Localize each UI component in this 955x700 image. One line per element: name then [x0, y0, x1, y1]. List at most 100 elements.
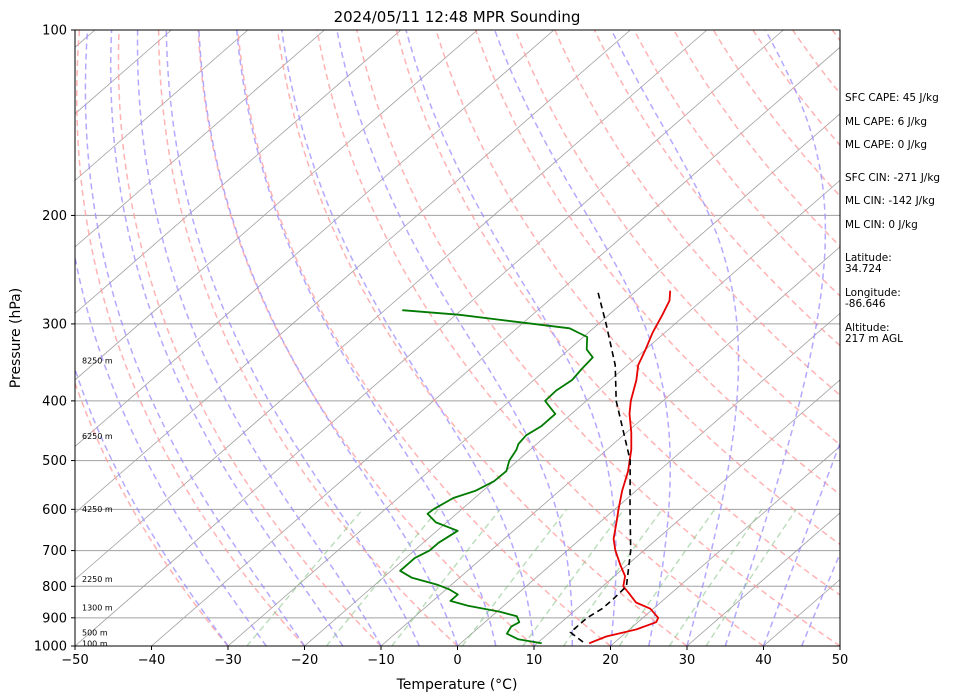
moist-adiabat [724, 30, 827, 646]
y-tick-label: 1000 [34, 640, 67, 655]
dry-adiabat [435, 30, 840, 546]
dry-adiabat [673, 30, 840, 248]
height-label: 500 m [82, 628, 108, 637]
isotherm-line [75, 30, 402, 314]
x-tick-label: −50 [61, 653, 88, 668]
moist-adiabat [109, 30, 344, 646]
ml-cape-text-2: ML CAPE: 0 J/kg [845, 139, 928, 151]
isotherm-line [75, 30, 325, 248]
x-axis-label: Temperature (°C) [396, 677, 518, 693]
dry-adiabat [197, 30, 535, 646]
x-tick-label: 50 [832, 653, 849, 668]
y-tick-label: 300 [42, 317, 67, 332]
isotherm-line [151, 46, 840, 646]
sfc-cape-text: SFC CAPE: 45 J/kg [845, 92, 939, 104]
y-tick-label: 900 [42, 611, 67, 626]
dry-adiabat [593, 30, 840, 347]
height-label: 1300 m [82, 604, 113, 613]
isotherm-line [75, 30, 172, 115]
latitude-label: Latitude: [845, 252, 892, 264]
isotherm-line [304, 179, 840, 646]
x-tick-label: −10 [367, 653, 394, 668]
dry-adiabat [117, 30, 382, 646]
x-tick-label: 0 [453, 653, 461, 668]
moist-adiabat [75, 253, 267, 646]
ml-cape-text: ML CAPE: 6 J/kg [845, 116, 928, 128]
height-label: 2250 m [82, 575, 113, 584]
sounding-traces [399, 290, 672, 645]
isotherm-line [610, 445, 840, 646]
moist-adiabat [762, 441, 840, 646]
dry-adiabat [356, 30, 840, 646]
x-tick-label: 40 [755, 653, 772, 668]
height-label: 4250 m [82, 505, 113, 514]
y-tick-label: 200 [42, 209, 67, 224]
y-tick-label: 700 [42, 544, 67, 559]
y-tick-label: 600 [42, 503, 67, 518]
isotherm-line [75, 30, 784, 646]
height-label: 100 m [82, 639, 108, 648]
moist-adiabat [165, 30, 420, 646]
isotherm-line [227, 113, 840, 646]
isotherm-line [75, 30, 478, 381]
y-axis-ticks: 100 200 300 400 500 600 700 800 900 1000 [34, 24, 75, 655]
dry-adiabat [75, 30, 306, 646]
moist-adiabat [75, 366, 229, 646]
background-lines [75, 30, 840, 646]
moist-adiabat [84, 30, 306, 646]
latitude-value: 34.724 [845, 263, 882, 275]
y-tick-label: 500 [42, 454, 67, 469]
dry-adiabat [237, 30, 611, 646]
chart-title: 2024/05/11 12:48 MPR Sounding [334, 8, 581, 26]
y-tick-label: 100 [42, 24, 67, 39]
x-tick-label: −40 [138, 653, 165, 668]
moist-adiabat [405, 30, 617, 646]
isotherm-line [75, 30, 708, 581]
dry-adiabat [316, 30, 764, 646]
moist-adiabat [136, 30, 382, 646]
ml-cin-text-2: ML CIN: 0 J/kg [845, 219, 918, 231]
isotherm-line [75, 30, 631, 514]
x-tick-label: 20 [602, 653, 619, 668]
y-tick-label: 800 [42, 580, 67, 595]
isotherm-line [686, 512, 840, 646]
mixing-ratio-line [461, 508, 568, 646]
ml-cin-text: ML CIN: -142 J/kg [845, 195, 935, 207]
mixing-ratio-line [668, 508, 763, 646]
y-tick-label: 400 [42, 394, 67, 409]
longitude-label: Longitude: [845, 287, 901, 299]
x-tick-label: 10 [526, 653, 543, 668]
mixing-ratio-line [618, 508, 716, 646]
moist-adiabat [281, 30, 535, 646]
isotherm-line [75, 30, 249, 181]
dry-adiabat [395, 30, 840, 596]
dry-adiabat [712, 30, 840, 198]
dry-adiabat [276, 30, 688, 646]
moist-adiabat [198, 30, 459, 646]
dry-adiabat [474, 30, 840, 496]
moist-adiabat [235, 30, 497, 646]
x-tick-label: −20 [291, 653, 318, 668]
dry-adiabat [157, 30, 459, 646]
dewpoint-trace [399, 309, 594, 645]
x-axis-ticks: −50 −40 −30 −20 −10 0 10 20 30 40 50 [61, 646, 848, 668]
isotherm-line [380, 246, 840, 646]
mixing-ratio-line [391, 508, 501, 646]
moist-adiabat [493, 30, 672, 646]
altitude-label: Altitude: [845, 322, 890, 334]
dry-adiabat [514, 30, 840, 446]
moist-adiabat [336, 30, 574, 646]
height-labels: 100 m 500 m 1300 m 2250 m 4250 m 6250 m 8250 m [82, 357, 113, 649]
dry-adiabat [554, 30, 840, 397]
temperature-trace [588, 290, 672, 645]
isotherm-line [75, 30, 555, 447]
plot-frame [74, 29, 841, 647]
parcel-trace [569, 290, 632, 643]
altitude-value: 217 m AGL [845, 333, 903, 345]
mixing-ratio-line [325, 508, 439, 646]
isotherm-line [533, 379, 840, 646]
mixing-ratio-line [705, 508, 797, 646]
x-tick-label: −30 [214, 653, 241, 668]
mixing-ratio-line [246, 508, 364, 646]
